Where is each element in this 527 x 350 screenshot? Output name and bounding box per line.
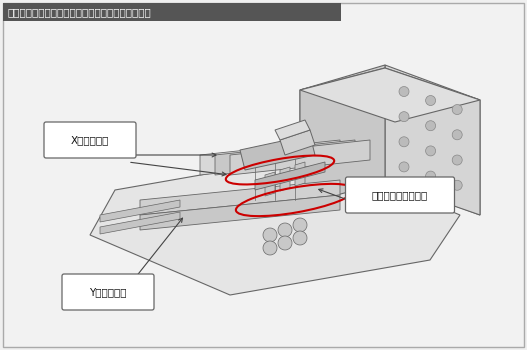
Polygon shape	[280, 130, 315, 155]
Text: Y軸テーブル: Y軸テーブル	[89, 287, 127, 297]
Polygon shape	[140, 195, 340, 230]
Polygon shape	[200, 140, 340, 175]
Polygon shape	[385, 65, 480, 215]
Text: 【図１】移載自動機の全体図とチャックブラケット: 【図１】移載自動機の全体図とチャックブラケット	[7, 7, 151, 17]
Polygon shape	[300, 68, 480, 122]
Polygon shape	[280, 167, 290, 191]
Circle shape	[452, 155, 462, 165]
FancyBboxPatch shape	[44, 122, 136, 158]
Polygon shape	[385, 68, 480, 215]
Circle shape	[399, 86, 409, 97]
Circle shape	[426, 171, 436, 181]
Circle shape	[426, 96, 436, 106]
Circle shape	[452, 105, 462, 114]
Circle shape	[452, 130, 462, 140]
FancyBboxPatch shape	[346, 177, 454, 213]
Polygon shape	[140, 180, 340, 215]
Circle shape	[293, 231, 307, 245]
Polygon shape	[265, 172, 275, 196]
Circle shape	[399, 112, 409, 122]
FancyBboxPatch shape	[3, 3, 341, 21]
Polygon shape	[275, 120, 310, 140]
Circle shape	[263, 241, 277, 255]
Polygon shape	[255, 162, 325, 190]
Polygon shape	[300, 68, 385, 205]
Circle shape	[426, 146, 436, 156]
FancyBboxPatch shape	[3, 3, 524, 347]
Circle shape	[452, 180, 462, 190]
Polygon shape	[240, 135, 315, 170]
FancyBboxPatch shape	[62, 274, 154, 310]
Circle shape	[263, 228, 277, 242]
Circle shape	[399, 137, 409, 147]
Polygon shape	[215, 140, 355, 175]
Polygon shape	[100, 212, 180, 234]
Circle shape	[293, 218, 307, 232]
Circle shape	[399, 162, 409, 172]
Text: チャックブラケット: チャックブラケット	[372, 190, 428, 200]
Circle shape	[426, 121, 436, 131]
Polygon shape	[90, 155, 460, 295]
Polygon shape	[230, 140, 370, 175]
Polygon shape	[295, 162, 305, 186]
Circle shape	[278, 223, 292, 237]
Polygon shape	[300, 65, 385, 205]
Text: X軸テーブル: X軸テーブル	[71, 135, 109, 145]
Circle shape	[278, 236, 292, 250]
Polygon shape	[100, 200, 180, 222]
